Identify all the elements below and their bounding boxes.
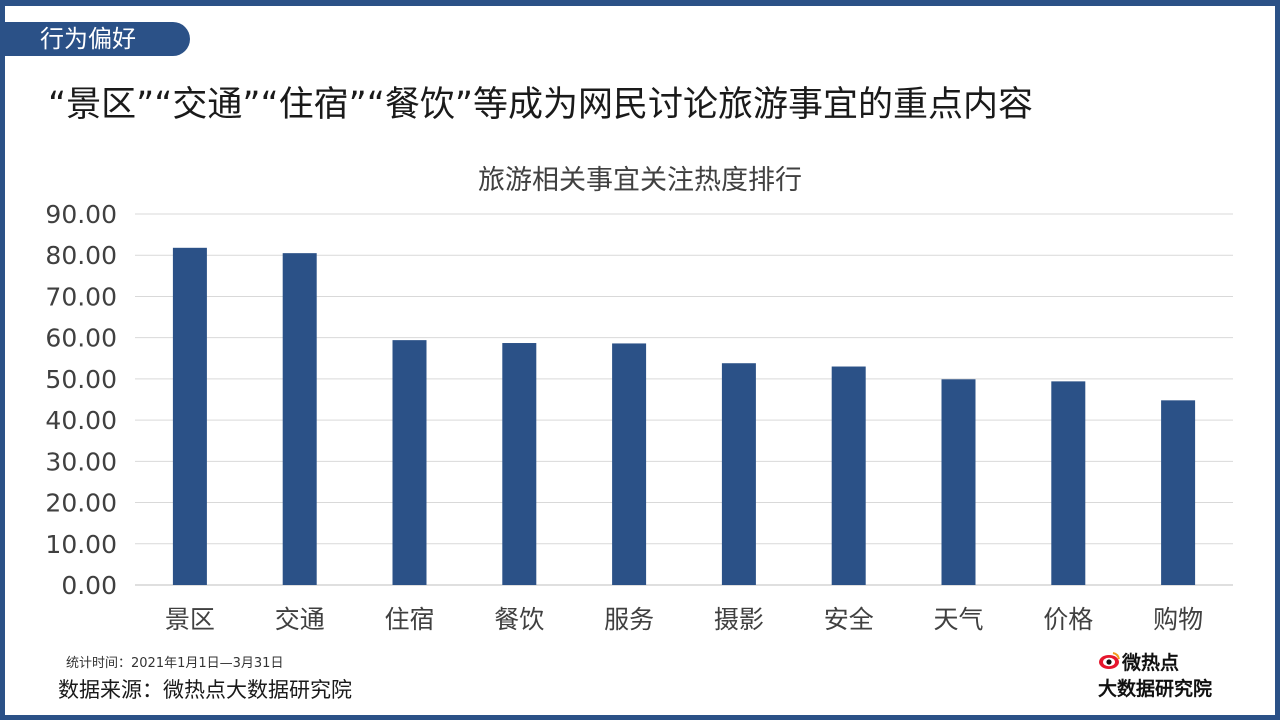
y-tick-label: 60.00 (45, 324, 117, 353)
y-tick-label: 90.00 (45, 200, 117, 229)
y-tick-label: 10.00 (45, 530, 117, 559)
x-tick-label: 价格 (1043, 605, 1093, 634)
bar (612, 343, 647, 585)
weibo-eye-icon (1099, 652, 1120, 669)
y-tick-label: 50.00 (45, 365, 117, 394)
chart-title: 旅游相关事宜关注热度排行 (478, 165, 802, 196)
bar (1051, 381, 1086, 585)
x-tick-label: 餐饮 (494, 605, 544, 634)
statistics-period: 统计时间：2021年1月1日—3月31日 (66, 656, 284, 671)
headline: “景区”“交通”“住宿”“餐饮”等成为网民讨论旅游事宜的重点内容 (48, 85, 1034, 125)
bar (721, 363, 756, 585)
bar (172, 247, 207, 585)
y-tick-label: 80.00 (45, 241, 117, 270)
x-tick-label: 服务 (604, 605, 654, 634)
x-tick-label: 购物 (1153, 605, 1203, 634)
y-tick-label: 40.00 (45, 406, 117, 435)
x-tick-label: 天气 (933, 605, 983, 634)
bar (1161, 400, 1196, 585)
bar (282, 253, 317, 585)
x-tick-label: 景区 (165, 605, 215, 634)
data-source: 数据来源：微热点大数据研究院 (58, 678, 352, 702)
x-tick-label: 交通 (275, 605, 325, 634)
section-tag: 行为偏好 (0, 22, 190, 56)
x-tick-label: 住宿 (384, 605, 434, 634)
brand-logo: 微热点 大数据研究院 (1098, 648, 1238, 700)
bar (831, 366, 866, 585)
bar (941, 379, 976, 585)
x-tick-label: 摄影 (714, 605, 764, 634)
logo-top-text: 微热点 (1122, 652, 1180, 674)
y-tick-label: 20.00 (45, 489, 117, 518)
bar (392, 340, 427, 585)
logo-bottom-text: 大数据研究院 (1098, 678, 1213, 700)
y-tick-label: 0.00 (61, 571, 117, 600)
x-tick-label: 安全 (824, 605, 874, 634)
bar (502, 343, 537, 585)
y-tick-label: 70.00 (45, 282, 117, 311)
y-tick-label: 30.00 (45, 447, 117, 476)
